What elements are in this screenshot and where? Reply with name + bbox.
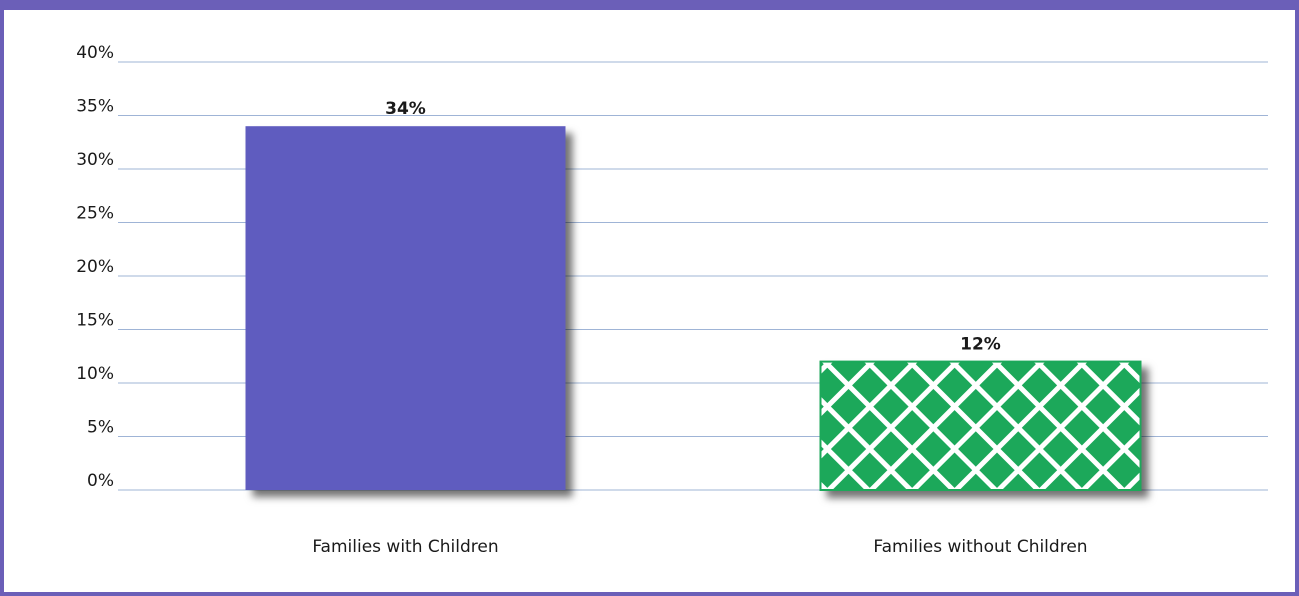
y-tick-label: 25% — [76, 204, 114, 224]
bar-families-with-children — [245, 126, 566, 490]
y-tick-label: 15% — [76, 311, 114, 331]
y-tick-label: 10% — [76, 364, 114, 384]
data-label: 12% — [960, 335, 1001, 355]
y-axis-ticks: 0% 5% 10% 15% 20% 25% 30% 35% 40% — [76, 43, 114, 491]
x-category-label: Families without Children — [873, 537, 1087, 557]
data-labels: 34% 12% — [385, 99, 1001, 354]
y-tick-label: 5% — [87, 418, 114, 438]
y-tick-label: 30% — [76, 150, 114, 170]
x-axis-categories: Families with Children Families without C… — [312, 537, 1087, 557]
bar-families-without-children — [819, 360, 1142, 491]
y-tick-label: 0% — [87, 471, 114, 491]
data-label: 34% — [385, 99, 426, 119]
y-tick-label: 40% — [76, 43, 114, 63]
y-tick-label: 20% — [76, 257, 114, 277]
x-category-label: Families with Children — [312, 537, 498, 557]
bars — [245, 126, 1142, 491]
y-tick-label: 35% — [76, 97, 114, 117]
